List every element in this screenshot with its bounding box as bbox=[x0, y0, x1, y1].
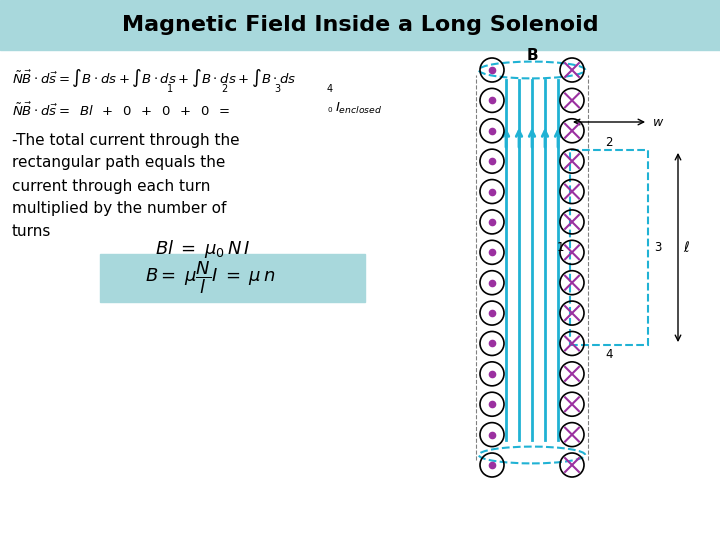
Text: turns: turns bbox=[12, 225, 51, 240]
Text: multiplied by the number of: multiplied by the number of bbox=[12, 201, 226, 217]
Text: $\tilde{N}\vec{B} \cdot d\vec{s} = \int B \cdot ds + \int B \cdot ds + \int B \c: $\tilde{N}\vec{B} \cdot d\vec{s} = \int … bbox=[12, 67, 297, 89]
Text: rectangular path equals the: rectangular path equals the bbox=[12, 156, 225, 171]
Bar bbox=[100, 254, 365, 302]
Text: 4: 4 bbox=[606, 348, 613, 361]
Text: $_0$: $_0$ bbox=[327, 105, 333, 115]
Text: 2: 2 bbox=[606, 136, 613, 148]
Text: $\ell$: $\ell$ bbox=[683, 240, 690, 255]
Text: $\tilde{N}\vec{B} \cdot d\vec{s} = \;\; Bl \;\; + \;\; 0 \;\; + \;\; 0 \;\; + \;: $\tilde{N}\vec{B} \cdot d\vec{s} = \;\; … bbox=[12, 102, 230, 119]
Text: -The total current through the: -The total current through the bbox=[12, 132, 240, 147]
Text: $Bl \; = \; \mu_0 \, N \, I$: $Bl \; = \; \mu_0 \, N \, I$ bbox=[155, 238, 251, 260]
Text: $B = \; \mu\dfrac{N}{l}I \; = \; \mu \, n$: $B = \; \mu\dfrac{N}{l}I \; = \; \mu \, … bbox=[145, 260, 275, 296]
Text: B: B bbox=[526, 48, 538, 63]
Bar bbox=[0, 0, 720, 50]
Text: w: w bbox=[653, 116, 663, 129]
Text: 2: 2 bbox=[221, 84, 227, 94]
Text: 1: 1 bbox=[167, 84, 173, 94]
Text: $I_{enclosed}$: $I_{enclosed}$ bbox=[335, 100, 382, 116]
Text: 3: 3 bbox=[274, 84, 280, 94]
Text: current through each turn: current through each turn bbox=[12, 179, 210, 193]
Text: Magnetic Field Inside a Long Solenoid: Magnetic Field Inside a Long Solenoid bbox=[122, 15, 598, 35]
Text: 4: 4 bbox=[327, 84, 333, 94]
Bar bbox=[570, 150, 648, 345]
Text: 1: 1 bbox=[557, 241, 564, 254]
Text: 3: 3 bbox=[654, 241, 662, 254]
